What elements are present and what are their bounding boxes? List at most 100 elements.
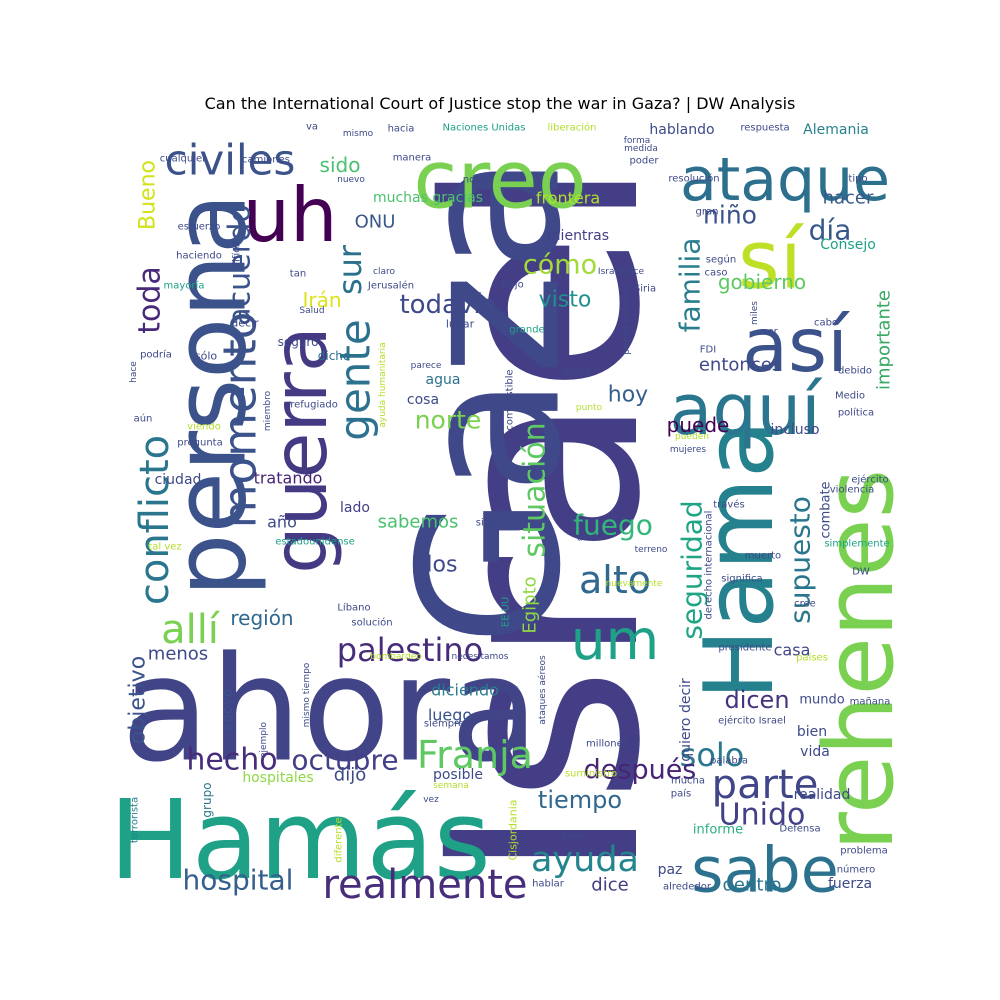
word-respuesta: respuesta [740, 123, 789, 134]
word-tiempo: tiempo [538, 786, 622, 814]
word-significa: significa [721, 574, 762, 585]
word-salud: Salud [299, 306, 324, 316]
word-viendo: viendo [187, 422, 221, 433]
word-simplemente: simplemente [824, 539, 889, 550]
word-paz: paz [658, 862, 683, 878]
word-gobierno: gobierno [718, 270, 806, 294]
word-cualquier: cualquier [160, 154, 207, 165]
word-medio: Medio [835, 391, 865, 402]
word-dentro: dentro [723, 875, 782, 896]
word-sido: sido [320, 153, 361, 177]
word-familia: familia [674, 238, 707, 333]
word-problema: problema [840, 846, 888, 857]
word-combate: combate [819, 481, 834, 538]
word-unido: Unido [719, 798, 806, 833]
word-importante: importante [874, 290, 895, 390]
word-cree: cree [794, 599, 816, 610]
word-incluso: incluso [770, 422, 819, 438]
word-ayuda-humanitaria: ayuda humanitaria [378, 342, 388, 427]
word-cosa: cosa [407, 392, 439, 408]
word-resolucion: resolución [668, 173, 719, 185]
word-gente: gente [331, 319, 380, 440]
word-mucha: mucha [671, 776, 705, 787]
word-alrededor: alrededor [663, 882, 712, 893]
word-ayuda: ayuda [531, 840, 639, 880]
word-ejercito: ejército [851, 474, 888, 486]
word-parte: parte [712, 762, 819, 808]
word-sino: sino [476, 518, 496, 529]
word-visto: visto [539, 288, 592, 313]
word-conflicto: conflicto [132, 435, 178, 605]
word-primer-ministro: primer ministro [622, 285, 632, 355]
word-mujeres: mujeres [670, 445, 707, 455]
word-vida: vida [800, 744, 830, 760]
word-dos: dos [419, 553, 458, 578]
word-acuerdo: acuerdo [223, 204, 258, 326]
word-hacer: hacer [823, 188, 874, 209]
word-medida: medida [624, 144, 658, 154]
word-luego: luego [428, 706, 472, 725]
word-asi: así [742, 301, 850, 389]
word-solo: sólo [195, 350, 218, 363]
word-camiones: camiones [242, 155, 290, 166]
word-mayoria: mayoría [164, 280, 205, 292]
word-dijo: dijo [334, 765, 366, 786]
word-tener: tener [562, 831, 586, 841]
word-momento: momento [214, 312, 267, 529]
word-alli: allí [161, 607, 221, 653]
word-menos: menos [148, 644, 208, 665]
word-israel: Israel [391, 158, 699, 882]
word-bien: bien [797, 724, 827, 740]
word-grande: grande [509, 325, 544, 336]
word-jerusalen: Jerusalén [367, 280, 414, 292]
word-hablar: hablar [532, 879, 565, 890]
word-parece: parece [411, 361, 442, 371]
word-dicho: dicho [318, 349, 351, 363]
word-libano: Líbano [337, 602, 370, 614]
word-estadounidense: estadounidense [275, 537, 355, 548]
word-miembro: miembro [263, 390, 273, 431]
word-semana: semana [433, 781, 469, 791]
word-naciones-unidas: Naciones Unidas [442, 123, 525, 134]
word-mundo: mundo [799, 693, 844, 708]
word-combustible: combustible [505, 369, 516, 430]
word-alemania: Alemania [803, 122, 869, 138]
word-noche: noche [463, 175, 493, 186]
word-hospitales: hospitales [242, 770, 313, 786]
word-mismo-tiempo: mismo tiempo [302, 662, 312, 727]
word-entonces: entonces [699, 355, 781, 376]
word-quiero-decir: quiero decir [678, 678, 694, 762]
word-ejercito-israel: ejército Israel [718, 715, 786, 727]
word-hospital: hospital [183, 864, 294, 897]
word-necesitamos: necesitamos [452, 652, 509, 662]
word-supuesto: supuesto [784, 496, 817, 624]
word-region: región [230, 606, 293, 630]
word-informe: informe [693, 823, 743, 838]
word-ciudad: ciudad [155, 472, 202, 488]
word-iran: Irán [302, 288, 341, 312]
word-nuevo: nuevo [337, 175, 365, 185]
word-esfuerzo: esfuerzo [178, 222, 221, 233]
word-liberacion: liberación [547, 122, 596, 134]
word-presidente: presidente [718, 643, 771, 654]
word-decir: decir [231, 317, 259, 330]
word-terreno: terreno [635, 545, 668, 555]
word-paises: países [796, 652, 828, 664]
word-vez: vez [423, 795, 439, 805]
word-puede: puede [667, 413, 730, 437]
word-norte: norte [415, 406, 482, 435]
word-objetivo: objetivo [126, 656, 151, 744]
word-diciendo: diciendo [431, 681, 499, 700]
word-hecho: hecho [186, 743, 277, 778]
word-hablando: hablando [649, 122, 714, 138]
word-millones: millones [586, 739, 628, 750]
word-seguro: seguro [278, 335, 319, 349]
word-frontera: frontera [536, 189, 600, 208]
word-miles: miles [750, 301, 760, 325]
word-bueno: Bueno [136, 160, 161, 230]
word-dice: dice [591, 875, 628, 896]
word-traves: través [713, 499, 744, 511]
word-franja: Franja [417, 733, 533, 777]
word-onu: ONU [355, 212, 396, 233]
